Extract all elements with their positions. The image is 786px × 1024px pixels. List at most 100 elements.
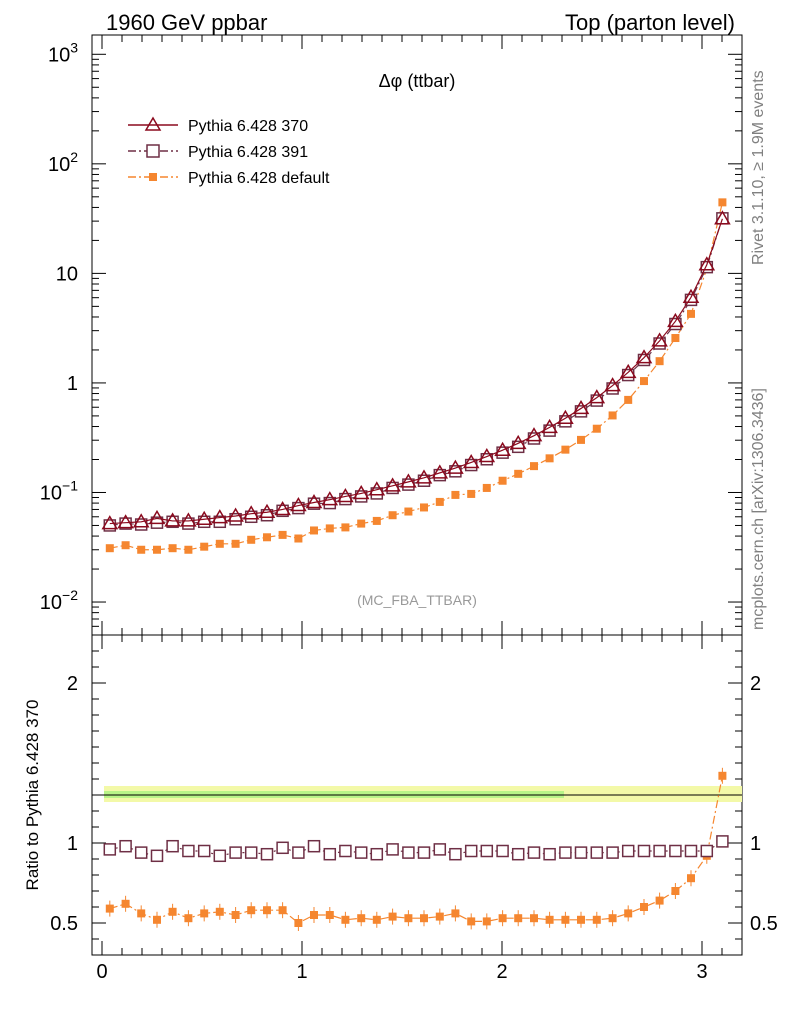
data-point-1 xyxy=(213,515,227,529)
ratio-point-0 xyxy=(386,843,399,856)
ratio-point-0 xyxy=(496,844,509,858)
data-point-0 xyxy=(682,288,700,304)
data-point-2 xyxy=(718,198,727,207)
data-point-2 xyxy=(105,544,114,553)
data-point-2 xyxy=(357,519,366,528)
data-point-0 xyxy=(101,515,119,530)
data-point-2 xyxy=(310,526,318,535)
data-point-0 xyxy=(337,487,354,503)
data-point-0 xyxy=(494,441,511,456)
ratio-y-axis-label: Ratio to Pythia 6.428 370 xyxy=(23,700,42,891)
ratio-point-0 xyxy=(559,846,572,859)
rivet-label: Rivet 3.1.10, ≥ 1.9M events xyxy=(750,70,767,265)
data-point-0 xyxy=(227,507,244,522)
data-point-2 xyxy=(404,507,413,516)
data-point-2 xyxy=(561,445,570,454)
data-point-2 xyxy=(671,334,680,343)
legend: Pythia 6.428 370 Pythia 6.428 391 Pythia… xyxy=(128,116,330,187)
data-point-0 xyxy=(415,469,433,484)
ratio-point-1 xyxy=(530,914,538,923)
ratio-point-0 xyxy=(527,846,541,859)
ratio-point-0 xyxy=(511,847,525,861)
data-point-0 xyxy=(242,505,260,520)
data-point-0 xyxy=(180,512,197,527)
data-point-0 xyxy=(290,497,307,512)
data-point-0 xyxy=(557,409,574,424)
data-point-2 xyxy=(341,523,350,532)
ratio-point-0 xyxy=(370,847,384,861)
ratio-point-1 xyxy=(372,915,381,924)
data-point-0 xyxy=(588,389,606,404)
data-point-2 xyxy=(451,490,460,499)
data-point-0 xyxy=(604,377,621,392)
data-point-0 xyxy=(635,349,653,364)
ratio-point-0 xyxy=(292,846,305,859)
ratio-point-1 xyxy=(294,919,303,927)
data-point-2 xyxy=(215,539,224,548)
ratio-point-1 xyxy=(341,915,350,924)
ratio-point-0 xyxy=(166,839,179,853)
ratio-point-0 xyxy=(134,846,148,859)
data-point-2 xyxy=(231,539,240,548)
ratio-point-0 xyxy=(229,846,242,859)
data-point-0 xyxy=(274,500,291,516)
ratio-y-tick-label-left: 1 xyxy=(67,833,78,855)
series-line-1 xyxy=(109,218,723,527)
ratio-point-0 xyxy=(621,844,635,858)
ratio-point-1 xyxy=(325,911,334,919)
ratio-point-1 xyxy=(467,917,476,926)
ratio-point-0 xyxy=(637,844,651,858)
ratio-point-0 xyxy=(606,846,619,859)
ratio-y-tick-label-right: 1 xyxy=(750,833,761,855)
ratio-point-1 xyxy=(184,914,193,923)
ratio-point-1 xyxy=(137,909,146,918)
data-point-0 xyxy=(714,210,731,225)
data-point-0 xyxy=(321,491,339,506)
ratio-point-1 xyxy=(278,906,287,915)
ratio-point-0 xyxy=(653,844,666,858)
data-point-2 xyxy=(514,469,523,478)
ratio-point-1 xyxy=(671,887,680,895)
ratio-point-1 xyxy=(310,911,318,919)
ratio-point-0 xyxy=(590,846,604,859)
data-point-0 xyxy=(431,464,449,479)
ratio-point-0 xyxy=(700,844,714,858)
ratio-point-1 xyxy=(592,915,601,924)
data-point-2 xyxy=(592,424,601,433)
ratio-point-1 xyxy=(655,896,664,905)
data-point-1 xyxy=(166,515,179,529)
analysis-tag: (MC_FBA_TTBAR) xyxy=(357,592,477,608)
axes: 0 1 2 3 10−2 10−1 1 10 102 103 0.5 0.5 1 1 2 2 xyxy=(40,35,778,983)
data-point-2 xyxy=(498,476,507,485)
ratio-point-0 xyxy=(480,844,494,858)
ratio-point-1 xyxy=(498,914,507,923)
data-point-0 xyxy=(698,256,716,271)
data-point-0 xyxy=(572,399,590,415)
data-point-2 xyxy=(200,542,209,551)
ratio-point-0 xyxy=(684,844,698,858)
y-tick-label: 10 xyxy=(56,263,78,285)
x-tick-label: 1 xyxy=(296,961,307,983)
data-point-2 xyxy=(278,530,287,539)
data-point-0 xyxy=(667,312,684,328)
ratio-point-1 xyxy=(561,915,570,924)
ratio-point-0 xyxy=(244,846,258,859)
legend-label-370: Pythia 6.428 370 xyxy=(188,118,308,135)
data-point-0 xyxy=(132,513,150,528)
x-tick-label: 3 xyxy=(696,961,707,983)
ratio-y-tick-label-right: 2 xyxy=(750,673,761,695)
data-point-0 xyxy=(541,418,558,434)
ratio-point-0 xyxy=(574,846,588,859)
ratio-point-0 xyxy=(543,847,556,861)
y-tick-label: 103 xyxy=(48,39,78,66)
data-point-2 xyxy=(388,511,397,520)
plot-title: Δφ (ttbar) xyxy=(379,71,456,91)
ratio-point-1 xyxy=(105,904,114,913)
data-point-2 xyxy=(325,524,334,533)
data-point-2 xyxy=(420,503,428,512)
ratio-point-0 xyxy=(464,844,478,858)
data-point-0 xyxy=(305,494,323,509)
ratio-point-0 xyxy=(716,835,729,848)
data-point-2 xyxy=(294,534,303,543)
